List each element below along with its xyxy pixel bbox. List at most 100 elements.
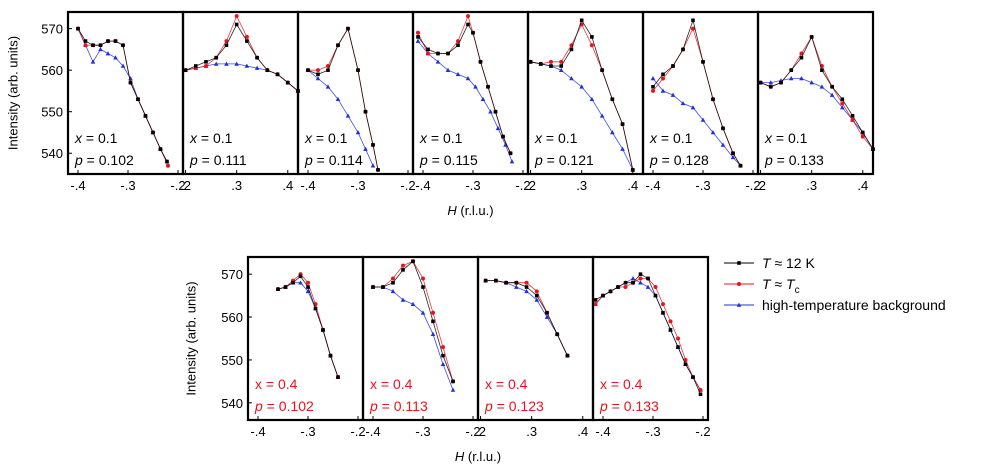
x-tick-label: -.2: [350, 424, 365, 439]
data-point: [244, 34, 249, 39]
data-point: [214, 55, 219, 60]
chart-panel: .2 .3 .4 x = 0.1 p = 0.111: [180, 10, 301, 193]
data-point: [283, 285, 288, 289]
panel-p-label: p = 0.115: [419, 152, 478, 168]
x-tick-label: .3: [526, 424, 537, 439]
data-point: [466, 22, 470, 27]
data-point: [400, 297, 406, 302]
panel-frame: [756, 10, 875, 176]
data-point: [106, 39, 110, 43]
x-tick-label: -.4: [300, 178, 315, 193]
data-point: [455, 71, 461, 77]
data-point: [589, 43, 594, 48]
data-point: [316, 68, 320, 73]
data-point: [76, 26, 80, 31]
data-point: [661, 76, 665, 81]
data-point: [651, 84, 655, 89]
data-point: [234, 14, 239, 19]
data-point: [601, 293, 605, 298]
data-point: [737, 282, 741, 286]
x-tick-label: -.2: [400, 178, 415, 193]
data-point: [391, 280, 395, 285]
data-point: [478, 60, 483, 64]
chart-panel: -.4 -.3 -.2 x = 0.1 p = 0.114: [296, 10, 416, 193]
data-point: [435, 59, 441, 64]
data-point: [98, 43, 103, 48]
x-tick-label: .3: [231, 178, 242, 193]
data-point: [166, 163, 170, 168]
data-point: [534, 293, 539, 298]
x-tick-label: -.4: [70, 178, 85, 193]
y-tick-label: 570: [221, 267, 243, 282]
data-point: [255, 55, 259, 60]
data-point: [661, 302, 665, 307]
chart-panel: -.4 -.3 -.2 x = 0.4 p = 0.102: [246, 255, 366, 439]
series-line: [308, 27, 379, 170]
data-point: [698, 387, 703, 392]
data-point: [298, 274, 303, 279]
data-point: [488, 109, 493, 114]
data-point: [120, 63, 126, 68]
data-point: [410, 301, 416, 306]
panel-p-label: p = 0.113: [369, 398, 428, 414]
data-point: [471, 30, 475, 35]
legend-label: T ≈ 12 K: [762, 255, 815, 271]
series-low: [183, 22, 300, 93]
panel-x-label: x = 0.1: [189, 130, 233, 146]
chart-panel: -.4 -.3 -.2 x = 0.1 p = 0.102: [66, 10, 186, 193]
data-point: [668, 319, 673, 324]
data-point: [701, 60, 705, 64]
series-line: [185, 23, 299, 92]
panel-x-label: x = 0.4: [370, 376, 413, 392]
data-point: [503, 142, 508, 147]
data-point: [545, 310, 549, 315]
x-tick-label: .4: [857, 178, 868, 193]
data-point: [306, 68, 310, 72]
data-point: [493, 109, 498, 114]
data-point: [213, 61, 219, 66]
panel-p-label: p = 0.133: [764, 152, 824, 168]
legend-entry: high-temperature background: [724, 297, 946, 313]
panel-x-label: x = 0.1: [649, 130, 693, 146]
data-point: [610, 97, 615, 102]
data-point: [559, 59, 564, 64]
top-row-charts: 570 560 550 540 Intensity (arb. units) -.4 -.3…: [5, 10, 876, 218]
series-line: [595, 278, 701, 391]
data-point: [326, 68, 330, 72]
data-point: [98, 46, 103, 52]
series-low: [416, 22, 513, 156]
series-bg: [275, 280, 341, 379]
data-point: [650, 76, 656, 81]
series-line: [277, 282, 339, 378]
data-point: [698, 392, 703, 397]
data-point: [305, 288, 311, 294]
data-point: [630, 168, 635, 172]
series-low: [276, 274, 340, 379]
x-tick-label: .3: [806, 178, 817, 193]
data-point: [509, 159, 515, 164]
data-point: [710, 130, 716, 135]
data-point: [363, 109, 368, 114]
data-point: [415, 38, 421, 43]
chart-panel: -.4 -.3 -.2 x = 0.4 p = 0.113: [361, 255, 481, 439]
data-point: [528, 60, 533, 64]
x-tick-label: -.3: [120, 178, 135, 193]
data-point: [593, 302, 598, 307]
panel-p-label: p = 0.133: [599, 398, 659, 414]
data-point: [121, 43, 125, 48]
y-axis-label: Intensity (arb. units): [5, 36, 20, 150]
data-point: [620, 146, 625, 151]
series-bg: [593, 276, 703, 392]
data-point: [376, 168, 380, 172]
data-point: [593, 298, 598, 302]
data-point: [850, 118, 855, 122]
x-tick-label: -.3: [695, 178, 710, 193]
data-point: [494, 278, 498, 283]
data-point: [579, 84, 584, 89]
data-point: [599, 113, 605, 118]
data-point: [549, 64, 553, 68]
data-point: [336, 43, 340, 48]
series-tc: [76, 26, 170, 168]
data-point: [623, 285, 628, 290]
data-point: [345, 113, 351, 118]
